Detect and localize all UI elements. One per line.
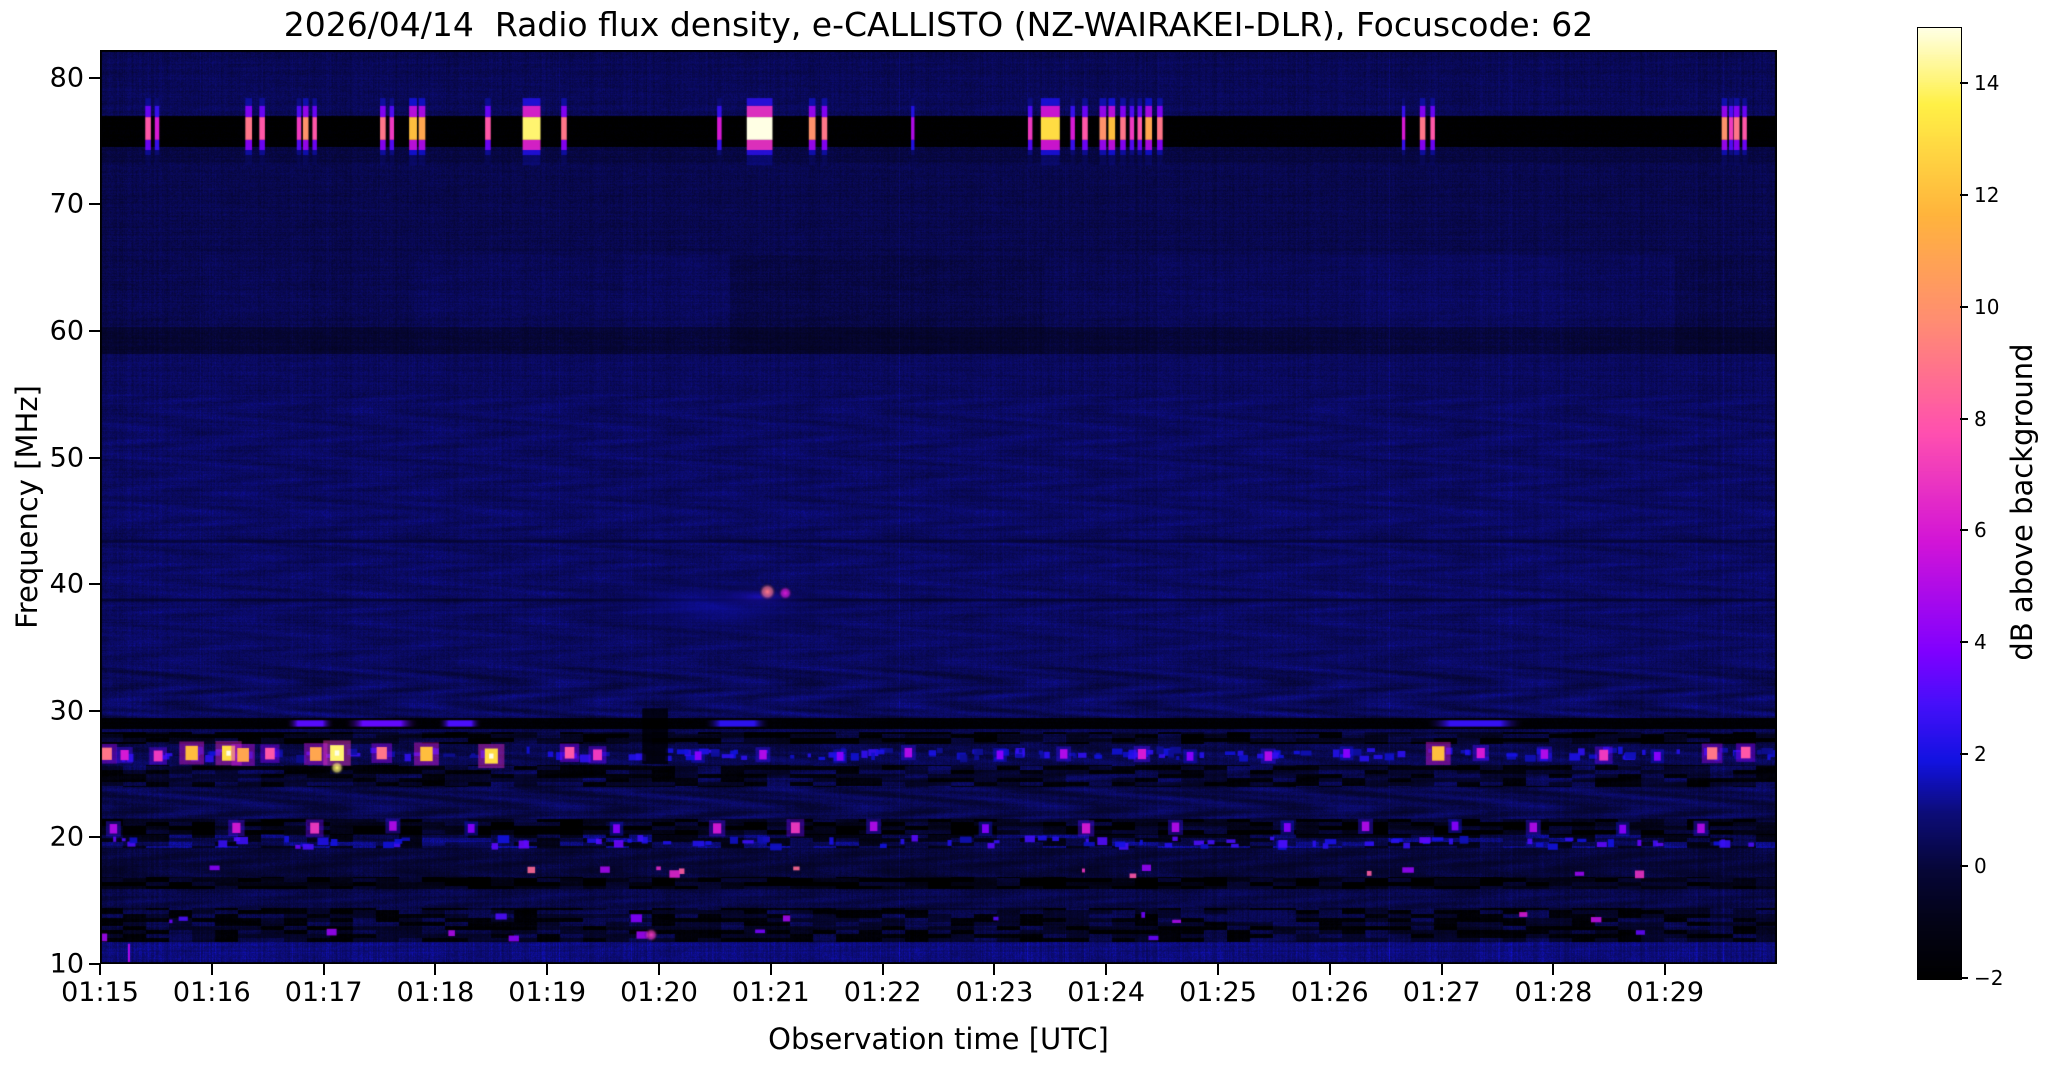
x-tick-mark xyxy=(434,964,437,975)
colorbar-tick-label: 14 xyxy=(1974,70,2000,95)
x-tick-mark xyxy=(658,964,660,975)
x-tick-label: 01:23 xyxy=(955,977,1034,1008)
x-tick-label: 01:21 xyxy=(731,977,810,1008)
colorbar-gradient xyxy=(1917,27,1962,980)
x-axis-label: Observation time [UTC] xyxy=(768,1022,1109,1056)
x-tick-label: 01:18 xyxy=(396,977,475,1008)
x-tick-label: 01:22 xyxy=(843,977,922,1008)
x-tick-label: 01:15 xyxy=(61,977,139,1008)
colorbar-tick-label: 0 xyxy=(1974,854,1987,879)
y-tick-label: 60 xyxy=(49,315,84,347)
x-tick-label: 01:25 xyxy=(1179,977,1257,1008)
x-tick-label: 01:20 xyxy=(620,977,698,1008)
x-tick-label: 01:24 xyxy=(1067,977,1146,1008)
x-tick-label: 01:26 xyxy=(1290,977,1369,1008)
y-tick-label: 70 xyxy=(49,188,84,220)
y-tick-label: 50 xyxy=(49,442,84,474)
colorbar-tick-label: 12 xyxy=(1974,182,2000,207)
x-tick-label: 01:17 xyxy=(284,977,363,1008)
x-tick-mark xyxy=(1105,964,1108,975)
colorbar-tick-mark xyxy=(1960,865,1968,868)
y-tick-label: 40 xyxy=(49,568,84,600)
y-tick-mark xyxy=(89,203,100,206)
x-tick-mark xyxy=(1664,964,1667,975)
colorbar-tick-label: 6 xyxy=(1974,518,1987,543)
colorbar-tick-label: 2 xyxy=(1974,742,1987,767)
colorbar-tick-mark xyxy=(1960,529,1968,532)
plot-title: 2026/04/14 Radio flux density, e-CALLIST… xyxy=(283,5,1594,44)
x-tick-mark xyxy=(546,964,549,975)
x-tick-label: 01:19 xyxy=(508,977,587,1008)
x-tick-mark xyxy=(1440,964,1443,975)
x-tick-label: 01:27 xyxy=(1402,977,1481,1008)
x-tick-label: 01:28 xyxy=(1514,977,1593,1008)
x-tick-mark xyxy=(99,964,101,975)
colorbar-tick-mark xyxy=(1960,81,1968,84)
colorbar-tick-label: 4 xyxy=(1974,630,1987,655)
colorbar-tick-mark xyxy=(1960,977,1968,979)
colorbar-label: dB above background xyxy=(2005,343,2039,661)
colorbar-tick-mark xyxy=(1960,417,1968,420)
y-tick-label: 10 xyxy=(49,948,84,980)
colorbar-tick-mark xyxy=(1960,753,1968,756)
x-tick-mark xyxy=(1217,964,1219,975)
x-tick-mark xyxy=(322,964,325,975)
colorbar-tick-label: 8 xyxy=(1974,406,1987,431)
y-tick-mark xyxy=(89,330,100,333)
colorbar-tick-mark xyxy=(1960,641,1968,644)
y-tick-mark xyxy=(89,709,100,712)
colorbar-tick-mark xyxy=(1960,193,1968,196)
spectrogram-canvas xyxy=(100,50,1777,964)
y-tick-mark xyxy=(89,456,100,459)
x-tick-mark xyxy=(993,964,996,975)
colorbar-tick-mark xyxy=(1960,305,1968,308)
y-tick-mark xyxy=(89,963,100,965)
x-tick-mark xyxy=(210,964,213,975)
y-tick-mark xyxy=(89,836,100,839)
colorbar-tick-label: −2 xyxy=(1974,966,2004,990)
colorbar-tick-label: 10 xyxy=(1974,294,2000,319)
x-tick-mark xyxy=(881,964,884,975)
x-tick-label: 01:16 xyxy=(172,977,251,1008)
x-tick-mark xyxy=(1552,964,1555,975)
y-tick-label: 30 xyxy=(49,695,84,727)
x-tick-label: 01:29 xyxy=(1626,977,1705,1008)
y-tick-mark xyxy=(89,583,100,586)
y-tick-label: 20 xyxy=(49,821,84,853)
y-tick-mark xyxy=(89,76,100,79)
x-tick-mark xyxy=(769,964,772,975)
y-tick-label: 80 xyxy=(49,62,84,94)
x-tick-mark xyxy=(1328,964,1331,975)
